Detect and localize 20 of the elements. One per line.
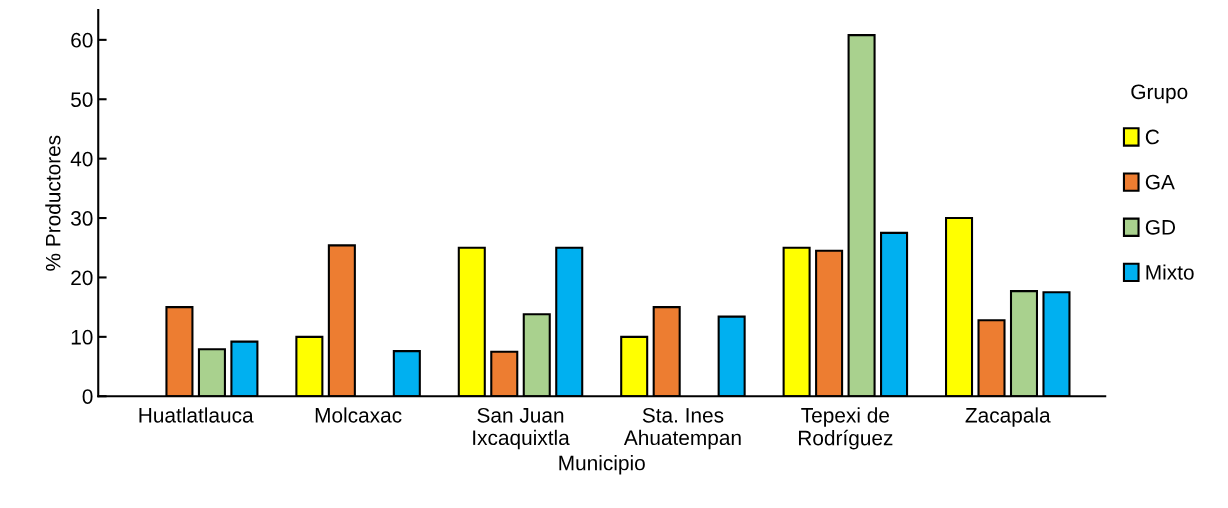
x-tick-label: Zacapala	[965, 407, 1051, 427]
legend-label: Mixto	[1146, 264, 1194, 280]
x-axis-title: Municipio	[559, 455, 645, 475]
y-tick-label: 0	[82, 389, 93, 404]
x-tick-label: Sta. Ines Ahuatempan	[623, 407, 741, 450]
y-tick-label: 50	[71, 92, 93, 108]
y-axis-title: % Productores	[45, 135, 61, 271]
y-tick-label: 20	[71, 270, 93, 286]
x-tick-label: Molcaxac	[315, 407, 402, 423]
y-tick-label: 40	[70, 151, 93, 167]
legend-label: GA	[1145, 174, 1175, 190]
x-tick-label: San Juan Ixcaquixtla	[473, 407, 570, 450]
x-tick-label: Tepexi de Rodríguez	[798, 407, 893, 450]
y-tick-label: 10	[71, 329, 93, 345]
legend-label: GD	[1145, 219, 1176, 235]
legend-title: Grupo	[1131, 84, 1188, 104]
legend-label: C	[1145, 129, 1160, 145]
x-tick-label: Huatlatlauca	[139, 407, 254, 423]
y-tick-label: 60	[71, 32, 93, 48]
y-tick-label: 30	[71, 211, 93, 226]
